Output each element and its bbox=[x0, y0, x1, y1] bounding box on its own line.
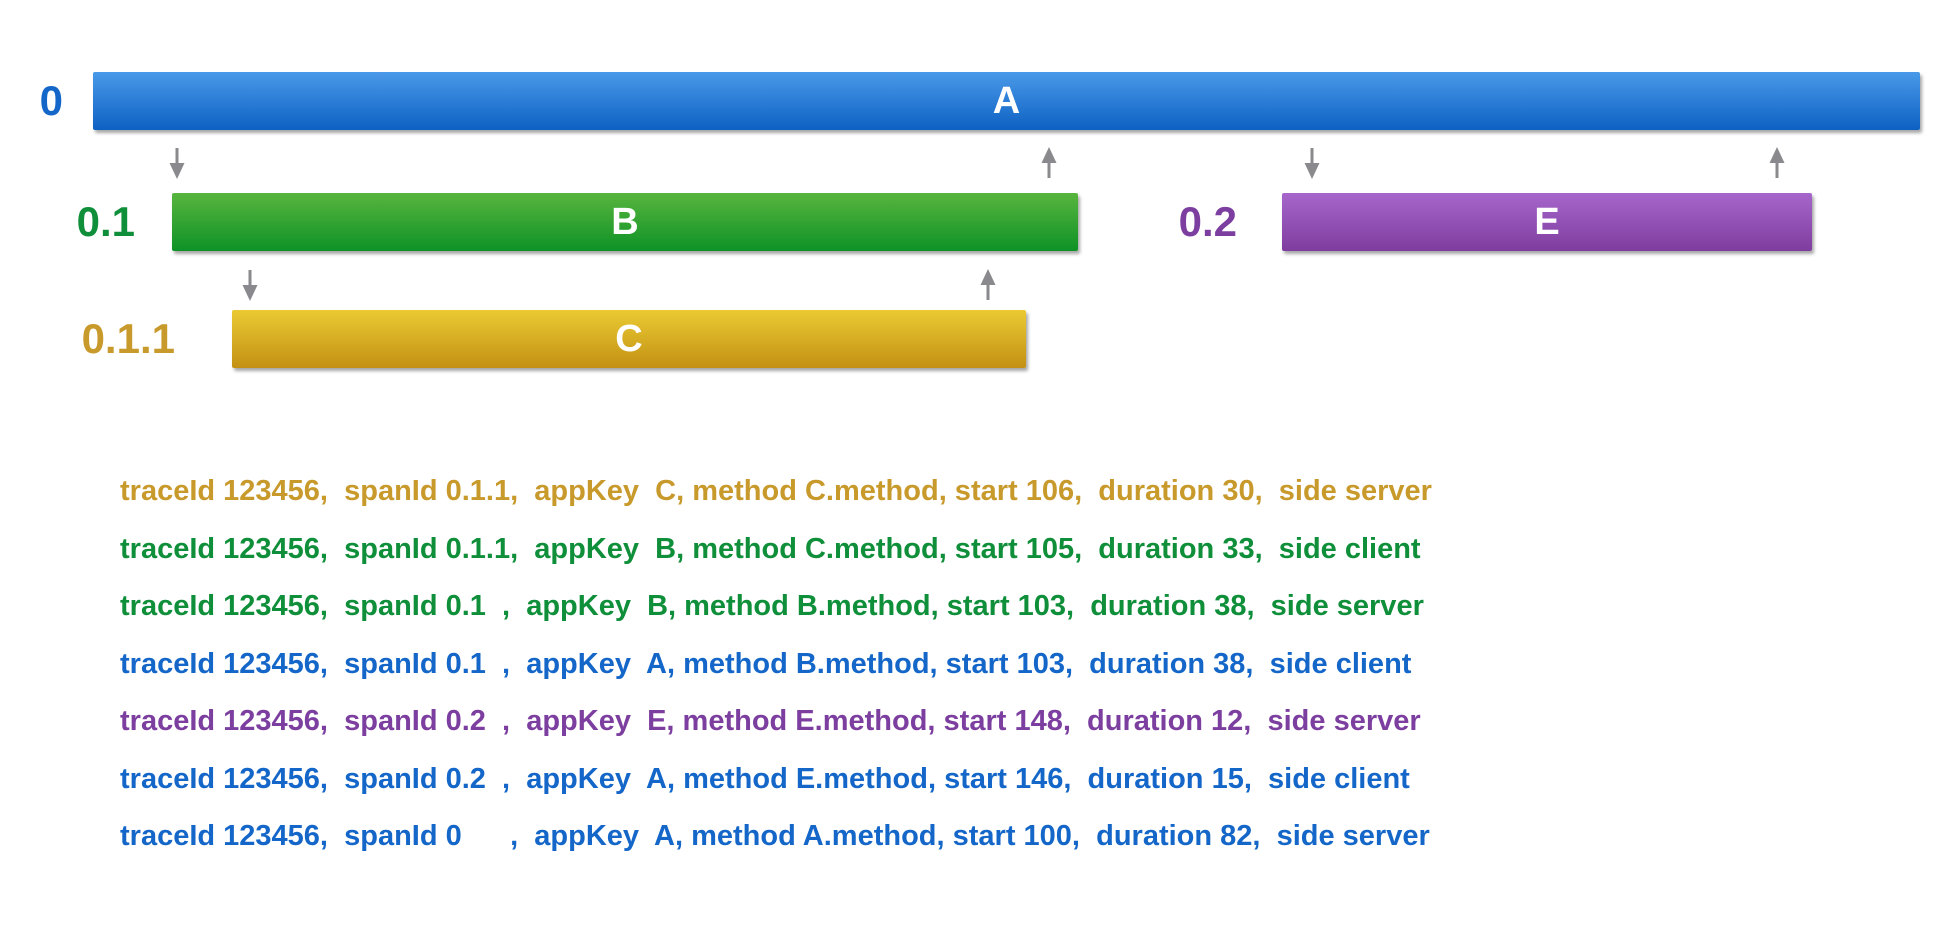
span-id-label-0.2: 0.2 bbox=[1178, 198, 1237, 245]
span-bar-E: E bbox=[1282, 193, 1812, 251]
span-bar-letter: C bbox=[615, 318, 643, 360]
trace-record-line: traceId 123456, spanId 0 , appKey A, met… bbox=[120, 820, 1430, 852]
span-bar-letter: E bbox=[1534, 201, 1560, 243]
span-bar-C: C bbox=[232, 310, 1026, 368]
return-arrow-up-icon bbox=[1041, 147, 1057, 178]
span-id-label-0: 0 bbox=[39, 77, 63, 124]
span-bar-A: A bbox=[93, 72, 1920, 130]
trace-record-list: traceId 123456, spanId 0.1.1, appKey C, … bbox=[120, 463, 1432, 866]
call-arrow-down-icon bbox=[1304, 148, 1320, 179]
call-arrow-down-icon bbox=[242, 270, 258, 301]
return-arrow-up-icon bbox=[1769, 147, 1785, 178]
trace-record-line: traceId 123456, spanId 0.1.1, appKey C, … bbox=[120, 475, 1432, 507]
trace-record-line: traceId 123456, spanId 0.2 , appKey A, m… bbox=[120, 762, 1410, 795]
call-arrow-down-icon bbox=[169, 148, 185, 179]
return-arrow-up-icon bbox=[980, 269, 996, 300]
span-id-label-0.1.1: 0.1.1 bbox=[81, 315, 175, 362]
trace-record-line: traceId 123456, spanId 0.1.1, appKey B, … bbox=[120, 532, 1421, 565]
trace-record-line: traceId 123456, spanId 0.1 , appKey A, m… bbox=[120, 647, 1412, 680]
trace-record-line: traceId 123456, spanId 0.2 , appKey E, m… bbox=[120, 705, 1421, 737]
span-bar-B: B bbox=[172, 193, 1078, 251]
span-id-label-0.1: 0.1 bbox=[76, 198, 135, 245]
span-bar-letter: B bbox=[611, 201, 639, 243]
trace-record-line: traceId 123456, spanId 0.1 , appKey B, m… bbox=[120, 590, 1424, 622]
span-bar-letter: A bbox=[992, 80, 1021, 122]
